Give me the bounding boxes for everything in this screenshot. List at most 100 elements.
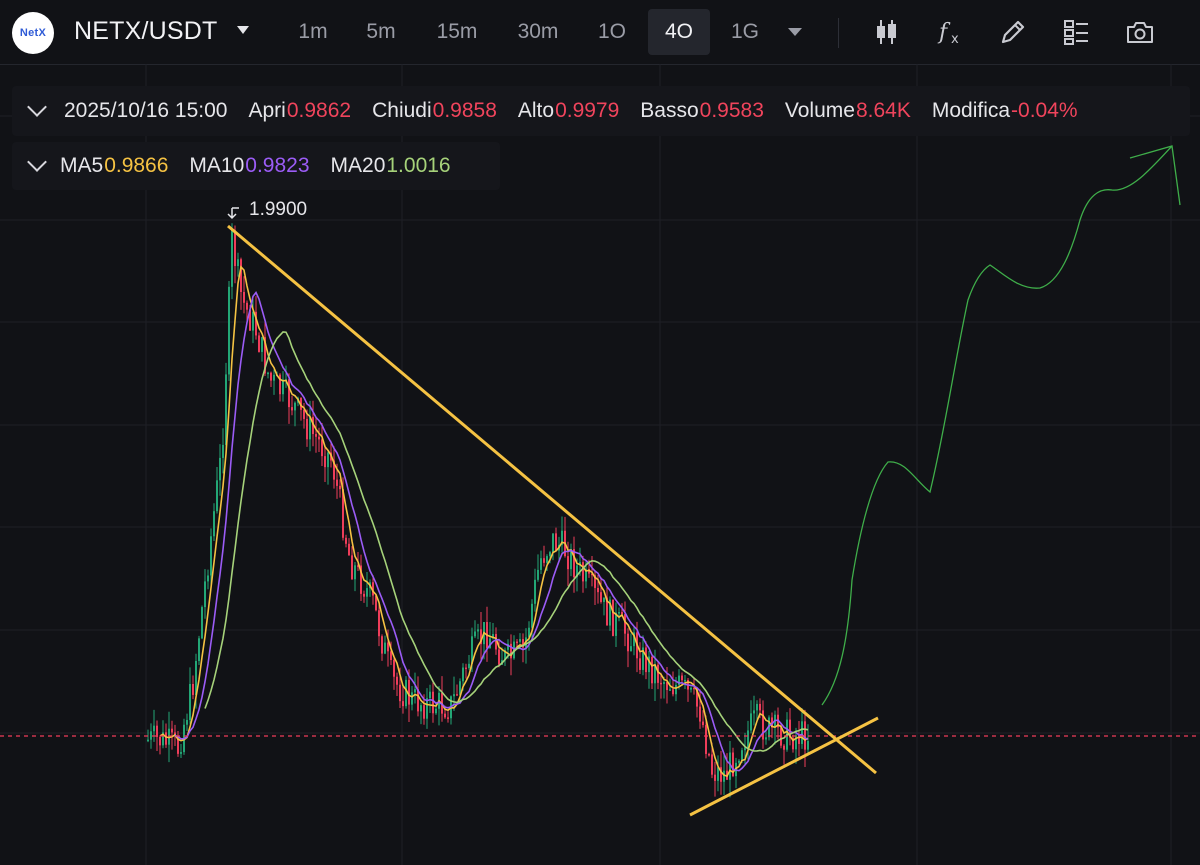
candle-down: [711, 754, 713, 775]
candle-down: [594, 575, 596, 588]
svg-text:x: x: [951, 32, 959, 47]
candle-down: [177, 736, 179, 754]
candle-down: [588, 569, 590, 574]
candle-down: [399, 684, 401, 702]
candle-down: [759, 703, 761, 711]
candle-up: [663, 682, 665, 684]
candle-up: [654, 664, 656, 684]
candle-up: [435, 708, 437, 714]
candle-up: [207, 575, 209, 582]
candle-down: [444, 713, 446, 718]
candle-down: [705, 725, 707, 754]
close-label: Chiudi: [372, 99, 432, 122]
candle-down: [363, 593, 365, 597]
candle-up: [153, 725, 155, 732]
timeframe-5m[interactable]: 5m: [366, 20, 396, 43]
candle-up: [618, 612, 620, 614]
candle-up: [411, 692, 413, 705]
candle-up: [225, 374, 227, 445]
candle-down: [171, 728, 173, 733]
toolbar-divider: [838, 18, 839, 48]
candle-down: [591, 573, 593, 576]
candle-up: [216, 480, 218, 512]
candle-up: [531, 603, 533, 628]
pair-dropdown-icon[interactable]: [237, 26, 249, 34]
timeframe-15m[interactable]: 15m: [436, 20, 478, 43]
candle-down: [345, 537, 347, 544]
candle-down: [651, 656, 653, 684]
candle-down: [798, 735, 800, 744]
candle-down: [336, 479, 338, 486]
candle-down: [342, 489, 344, 538]
candle-up: [576, 565, 578, 578]
ma-collapse-chevron-icon[interactable]: [27, 152, 47, 172]
ma20-label: MA20: [330, 154, 386, 177]
candle-up: [546, 556, 548, 563]
candle-down: [318, 436, 320, 440]
candle-up: [420, 705, 422, 712]
candle-down: [402, 701, 404, 707]
candle-up: [750, 713, 752, 731]
candle-down: [732, 752, 734, 777]
candle-down: [249, 309, 251, 331]
price-chart[interactable]: [0, 64, 1200, 865]
candle-down: [780, 727, 782, 746]
ma20-value: 1.0016: [386, 154, 451, 177]
candle-datetime: 2025/10/16 15:00: [64, 99, 228, 122]
pair-selector[interactable]: NETX/USDT: [74, 17, 218, 45]
ma-info-bar: MA5 0.9866 MA10 0.9823 MA20 1.0016: [12, 142, 500, 190]
candle-up: [147, 739, 149, 742]
candle-up: [477, 629, 479, 632]
candle-up: [168, 728, 170, 745]
candle-down: [357, 565, 359, 567]
candle-up: [570, 549, 572, 570]
candle-up: [534, 579, 536, 604]
candle-down: [255, 311, 257, 336]
candle-down: [762, 710, 764, 740]
candle-down: [657, 664, 659, 683]
candle-up: [462, 667, 464, 682]
candle-down: [303, 409, 305, 419]
candle-down: [306, 418, 308, 440]
candle-up: [474, 631, 476, 637]
candle-down: [702, 721, 704, 726]
pencil-icon[interactable]: [997, 16, 1029, 48]
candle-up: [201, 607, 203, 639]
candle-down: [510, 643, 512, 659]
candle-up: [150, 731, 152, 740]
candle-up: [504, 649, 506, 661]
candle-up: [429, 691, 431, 699]
more-timeframes-icon[interactable]: [788, 28, 802, 36]
timeframe-1m[interactable]: 1m: [298, 20, 328, 43]
layout-icon[interactable]: [1060, 16, 1092, 48]
candle-up: [327, 452, 329, 468]
candle-up: [384, 642, 386, 654]
camera-icon[interactable]: [1124, 16, 1156, 48]
candle-up: [744, 747, 746, 751]
candle-down: [246, 302, 248, 310]
change-value: -0.04%: [1011, 99, 1078, 122]
candle-down: [567, 556, 569, 570]
candle-down: [396, 676, 398, 685]
candle-down: [315, 434, 317, 437]
function-icon[interactable]: f x: [934, 16, 966, 48]
candle-down: [312, 417, 314, 435]
candle-down: [264, 337, 266, 374]
collapse-chevron-icon[interactable]: [27, 97, 47, 117]
timeframe-1o[interactable]: 1O: [597, 20, 626, 43]
candle-up: [492, 634, 494, 639]
candle-down: [708, 753, 710, 756]
timeframe-4o[interactable]: 4O: [648, 9, 710, 55]
ma10-value: 0.9823: [245, 154, 310, 177]
candle-down: [612, 599, 614, 636]
candle-up: [489, 638, 491, 649]
candle-up: [180, 752, 182, 754]
candle-down: [348, 543, 350, 556]
candle-up: [507, 643, 509, 650]
timeframe-1g[interactable]: 1G: [730, 20, 759, 43]
candlestick-icon[interactable]: [870, 16, 902, 48]
candle-down: [381, 636, 383, 654]
timeframe-30m[interactable]: 30m: [517, 20, 559, 43]
high-marker-arrow-icon: [227, 207, 239, 220]
candle-up: [756, 703, 758, 711]
